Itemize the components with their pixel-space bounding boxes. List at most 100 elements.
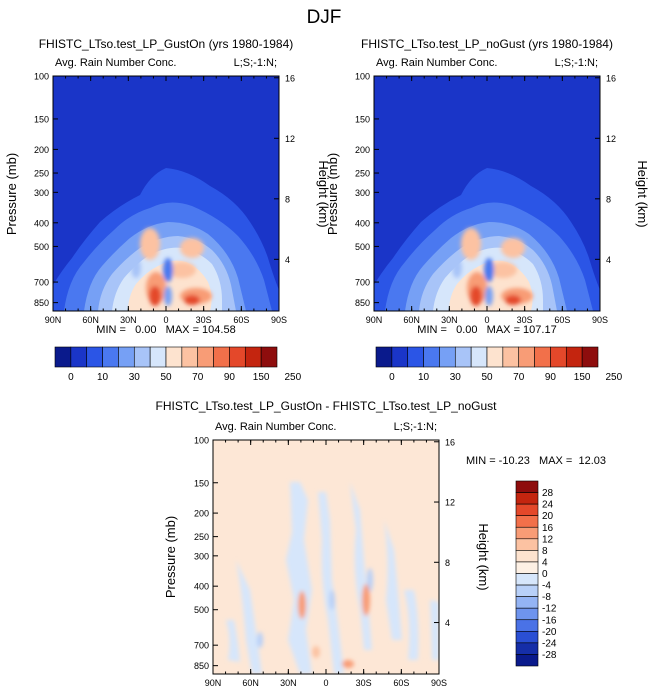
- y2-tick-label: 4: [285, 255, 290, 265]
- colorbar-label: 10: [418, 372, 430, 383]
- x-tick-label: 30N: [441, 315, 458, 325]
- colorbar-label: 10: [97, 372, 109, 383]
- y2-tick-label: 8: [445, 558, 450, 568]
- colorbar-swatch: [515, 538, 539, 551]
- colorbar-label: 150: [253, 372, 270, 383]
- colorbar-label: 70: [513, 372, 525, 383]
- x-tick-label: 30N: [280, 678, 297, 688]
- y-tick-label: 400: [194, 582, 209, 592]
- y-tick-label: 700: [194, 641, 209, 651]
- colorbar-swatch: [260, 346, 278, 368]
- y2-tick-label: 4: [606, 255, 611, 265]
- x-tick-label: 0: [484, 315, 489, 325]
- panel-title: FHISTC_LTso.test_LP_noGust (yrs 1980-198…: [361, 37, 613, 51]
- colorbar-swatch: [165, 346, 183, 368]
- colorbar-swatch: [515, 515, 539, 528]
- x-tick-label: 90S: [271, 315, 287, 325]
- y-tick-label: 300: [194, 551, 209, 561]
- page-title: DJF: [307, 7, 342, 28]
- x-tick-label: 90S: [592, 315, 608, 325]
- colorbar-label: 30: [450, 372, 462, 383]
- colorbar-swatch: [515, 573, 539, 586]
- colorbar-label: -16: [542, 615, 557, 626]
- colorbar-label: 0: [68, 372, 74, 383]
- panel-gust-on: FHISTC_LTso.test_LP_GustOn (yrs 1980-198…: [4, 37, 331, 336]
- y-tick-label: 100: [194, 436, 209, 446]
- y-axis-label: Pressure (mb): [163, 516, 178, 598]
- colorbar-swatch: [515, 607, 539, 621]
- contour-field: [53, 76, 279, 311]
- colorbar-swatch: [102, 346, 119, 368]
- y-axis-label: Pressure (mb): [325, 153, 340, 235]
- colorbar-swatch: [375, 346, 393, 368]
- colorbar-label: 28: [542, 488, 554, 499]
- colorbar-swatch: [515, 631, 539, 644]
- y2-tick-label: 12: [285, 134, 295, 144]
- y-tick-label: 850: [194, 661, 209, 671]
- y-tick-label: 150: [34, 114, 49, 124]
- y-tick-label: 700: [34, 278, 49, 288]
- panel-title: FHISTC_LTso.test_LP_GustOn - FHISTC_LTso…: [155, 399, 497, 413]
- panel-left-label: Avg. Rain Number Conc.: [215, 421, 336, 433]
- colorbar-label: 12: [542, 534, 554, 545]
- colorbar-swatch: [149, 346, 167, 368]
- x-tick-label: 90N: [205, 678, 222, 688]
- x-tick-label: 60N: [403, 315, 420, 325]
- y2-tick-label: 12: [606, 134, 616, 144]
- panel-left-label: Avg. Rain Number Conc.: [55, 57, 176, 69]
- colorbar-swatch: [550, 346, 567, 368]
- y-tick-label: 850: [355, 298, 370, 308]
- colorbar-label: -24: [542, 638, 557, 649]
- colorbar-label: -8: [542, 592, 551, 603]
- stats-text: MIN = 0.00 MAX = 104.58: [96, 324, 235, 336]
- x-tick-label: 30S: [196, 315, 212, 325]
- x-tick-label: 90N: [366, 315, 383, 325]
- y-tick-label: 100: [355, 72, 370, 82]
- y2-tick-label: 16: [285, 73, 295, 83]
- colorbar-label: 70: [192, 372, 204, 383]
- x-tick-label: 60S: [393, 678, 409, 688]
- colorbar-absolute: 0 10 30 50 70 90 150 250 0 10 30 50 70 90 150 250: [54, 346, 623, 383]
- y2-tick-label: 8: [285, 194, 290, 204]
- panel-title: FHISTC_LTso.test_LP_GustOn (yrs 1980-198…: [39, 37, 294, 51]
- x-tick-label: 0: [323, 678, 328, 688]
- colorbar-label: 250: [606, 372, 623, 383]
- y-tick-label: 300: [355, 188, 370, 198]
- colorbar-swatch: [407, 346, 424, 368]
- colorbar-swatch: [486, 346, 504, 368]
- y-tick-label: 250: [34, 169, 49, 179]
- colorbar-swatch: [515, 596, 539, 609]
- colorbar-swatch: [515, 526, 539, 540]
- colorbar-swatch: [213, 346, 230, 368]
- y-tick-label: 400: [34, 218, 49, 228]
- y-tick-label: 500: [34, 242, 49, 252]
- colorbar-swatch: [515, 492, 539, 505]
- y2-axis-label: Height (km): [635, 160, 648, 227]
- colorbar-swatch: [515, 503, 539, 516]
- colorbar-swatch: [197, 346, 214, 368]
- contour-field: [374, 76, 600, 311]
- colorbar-label: 50: [160, 372, 172, 383]
- y-tick-label: 250: [194, 532, 209, 542]
- colorbar-swatch: [54, 346, 72, 368]
- panel-right-label: L;S;-1:N;: [555, 57, 598, 69]
- colorbar-swatch: [515, 619, 539, 632]
- colorbar-label: 90: [224, 372, 236, 383]
- colorbar-swatch: [229, 346, 246, 368]
- y-tick-label: 150: [194, 478, 209, 488]
- colorbar-swatch: [133, 346, 151, 368]
- y2-tick-label: 12: [445, 498, 455, 508]
- panel-no-gust: FHISTC_LTso.test_LP_noGust (yrs 1980-198…: [325, 37, 648, 336]
- y-axis-label: Pressure (mb): [4, 153, 19, 235]
- x-tick-label: 30N: [120, 315, 137, 325]
- y-tick-label: 150: [355, 114, 370, 124]
- colorbar-label: 16: [542, 523, 554, 534]
- panel-left-label: Avg. Rain Number Conc.: [376, 57, 497, 69]
- colorbar-label: -12: [542, 604, 557, 615]
- colorbar-swatch: [454, 346, 472, 368]
- y-tick-label: 200: [194, 509, 209, 519]
- colorbar-swatch: [515, 654, 539, 667]
